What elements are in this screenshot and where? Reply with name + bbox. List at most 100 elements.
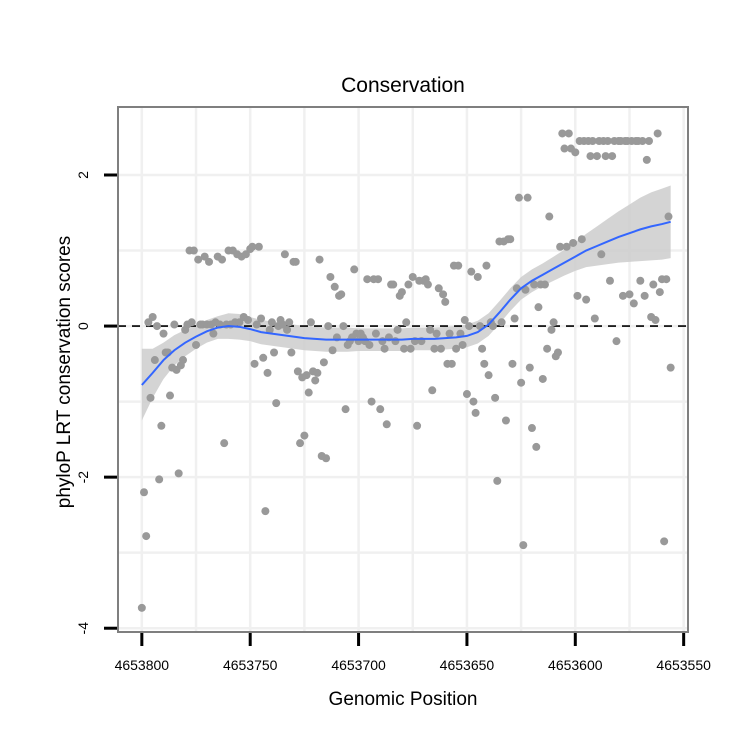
data-point [291, 257, 300, 266]
data-point [380, 344, 389, 353]
data-point [406, 344, 415, 353]
data-point [642, 155, 651, 164]
data-point [549, 318, 558, 327]
data-point [545, 212, 554, 221]
x-tick-label: 4653650 [440, 657, 495, 673]
data-point [376, 405, 385, 414]
data-point [582, 295, 591, 304]
data-point [241, 250, 250, 259]
data-point [187, 318, 196, 327]
data-point [480, 359, 489, 368]
data-point [534, 303, 543, 312]
data-point [543, 344, 552, 353]
data-point [517, 378, 526, 387]
y-tick-label: 2 [75, 171, 91, 179]
data-point [432, 329, 441, 338]
data-point [514, 193, 523, 202]
data-point [625, 290, 634, 299]
data-point [564, 129, 573, 138]
data-point [662, 275, 671, 284]
data-point [573, 291, 582, 300]
data-point [469, 397, 478, 406]
data-point [302, 371, 311, 380]
x-tick-label: 4653750 [223, 657, 278, 673]
data-point [287, 348, 296, 357]
data-point [272, 399, 281, 408]
data-point [404, 280, 413, 289]
data-point [519, 541, 528, 550]
data-point [248, 242, 257, 251]
data-point [597, 250, 606, 259]
data-point [155, 475, 164, 484]
data-point [192, 340, 201, 349]
data-point [436, 344, 445, 353]
data-point [350, 265, 359, 274]
data-point [393, 325, 402, 334]
data-point [445, 329, 454, 338]
data-point [465, 322, 474, 331]
data-point [636, 276, 645, 285]
data-point [430, 344, 439, 353]
data-point [510, 314, 519, 323]
data-point [220, 439, 229, 448]
data-point [441, 297, 450, 306]
data-point [454, 261, 463, 270]
data-point [655, 288, 664, 297]
data-point [189, 246, 198, 255]
confidence-band-layer [141, 185, 671, 421]
data-point [553, 348, 562, 357]
data-point [478, 344, 487, 353]
data-point [304, 388, 313, 397]
data-point [588, 136, 597, 145]
loess-line-layer [141, 220, 671, 386]
data-point [174, 469, 183, 478]
data-point [367, 397, 376, 406]
data-point [649, 280, 658, 289]
data-point [571, 148, 580, 157]
data-point [280, 250, 289, 259]
data-point [137, 603, 146, 612]
confidence-band [141, 185, 671, 421]
data-point [408, 272, 417, 281]
y-axis-label: phyloP LRT conservation scores [54, 236, 75, 509]
data-point [254, 242, 263, 251]
data-point [244, 316, 253, 325]
data-point [629, 299, 638, 308]
data-point [508, 359, 517, 368]
data-point [278, 320, 287, 329]
data-point [608, 152, 617, 161]
x-tick-label: 4653800 [115, 657, 170, 673]
data-point [540, 280, 549, 289]
data-point [462, 390, 471, 399]
data-point [484, 371, 493, 380]
data-point [413, 421, 422, 430]
data-point [523, 193, 532, 202]
data-point [200, 252, 209, 261]
data-point [371, 329, 380, 338]
data-point [538, 374, 547, 383]
data-point [146, 393, 155, 402]
data-point [603, 136, 612, 145]
data-point [473, 272, 482, 281]
data-point [527, 424, 536, 433]
y-tick-label: 0 [75, 322, 91, 330]
data-point [389, 280, 398, 289]
data-point [491, 393, 500, 402]
data-point [577, 235, 586, 244]
data-point [547, 325, 556, 334]
data-point [558, 129, 567, 138]
data-point [153, 322, 162, 331]
data-point [259, 353, 268, 362]
data-point [326, 272, 335, 281]
x-tick-label: 4653700 [331, 657, 386, 673]
axes: 4653800 4653750 4653700 4653650 4653600 46535… [75, 171, 711, 673]
data-point [267, 318, 276, 327]
data-point [660, 537, 669, 546]
data-point [488, 322, 497, 331]
data-point [250, 359, 259, 368]
data-point [285, 318, 294, 327]
grid-lines [118, 107, 688, 632]
data-point [205, 257, 214, 266]
data-point [471, 408, 480, 417]
data-point [148, 313, 157, 321]
